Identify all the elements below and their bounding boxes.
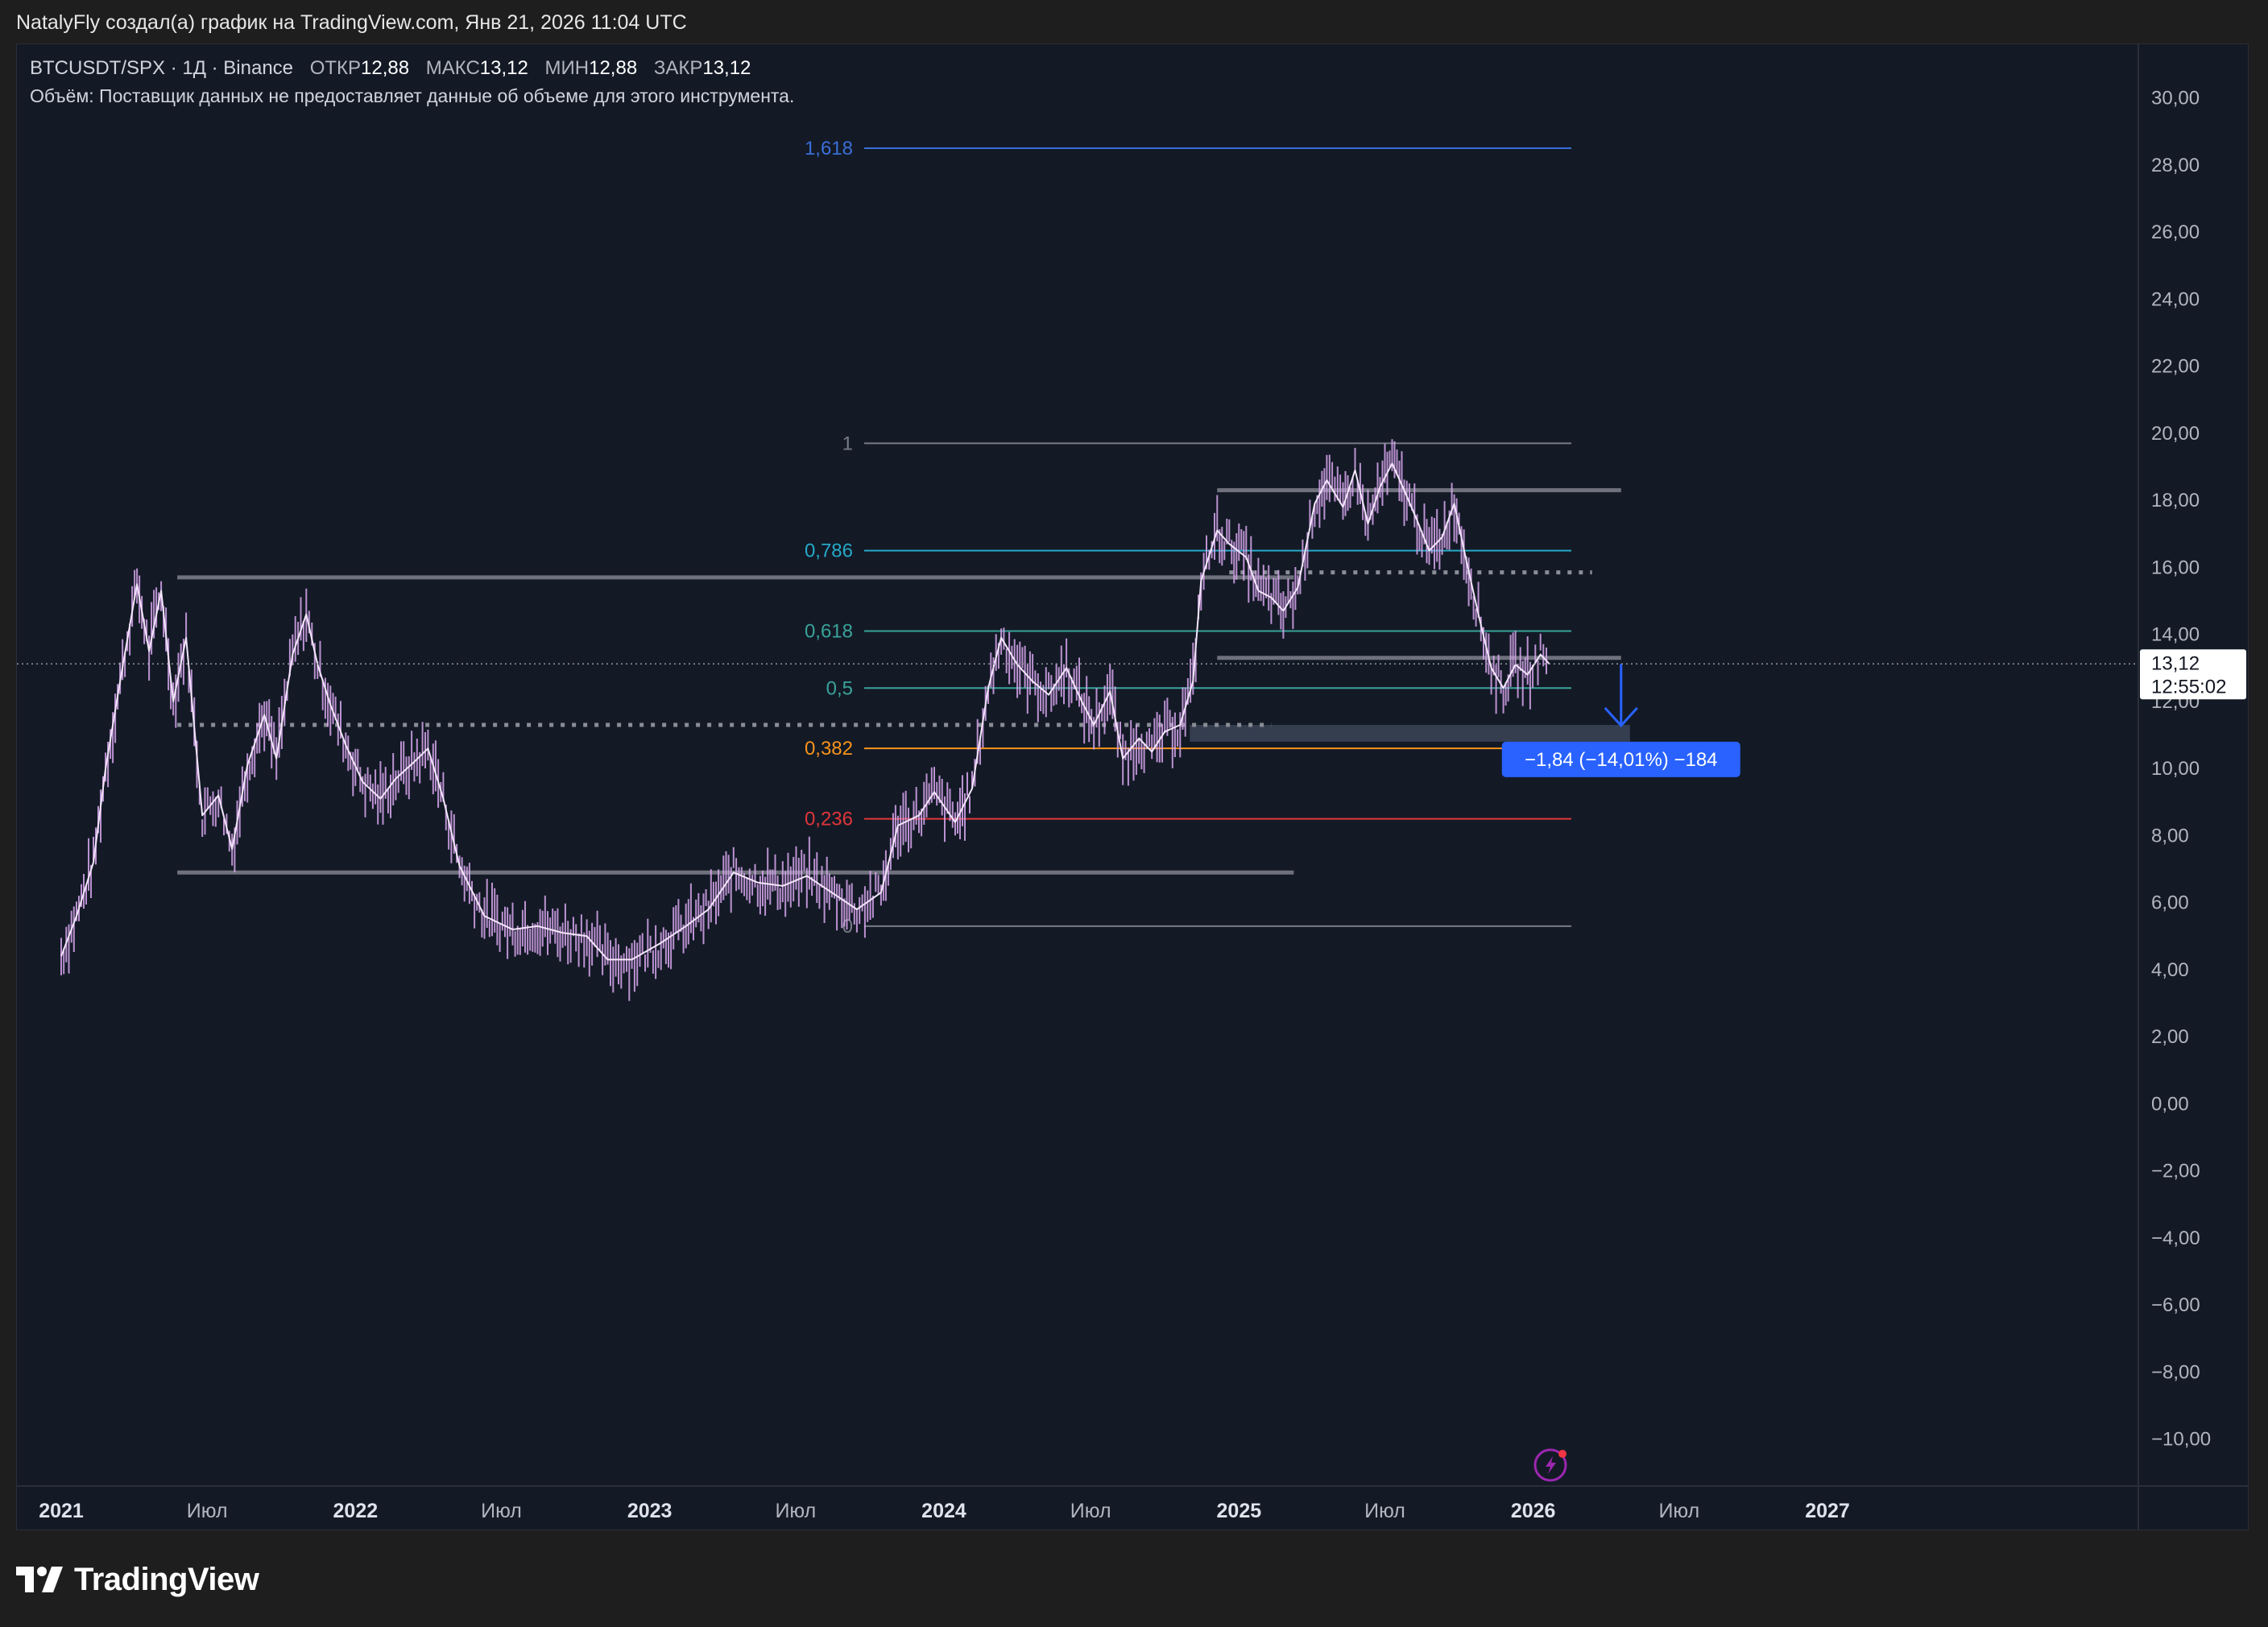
time-scale[interactable]: 2021 Июл 2022 Июл 2023 Июл 2024 Июл 2025 Июл 2026 И… <box>39 1500 1850 1522</box>
time-tick-label: 2024 <box>921 1500 966 1522</box>
low-label: МИН <box>544 57 590 79</box>
fib-level-label: 0,5 <box>826 677 853 699</box>
time-tick-label: 2022 <box>333 1500 379 1522</box>
time-tick-label: 2021 <box>39 1500 84 1522</box>
price-tick-label: 28,00 <box>2151 155 2200 176</box>
price-tick-label: 6,00 <box>2151 892 2189 914</box>
time-tick-label: Июл <box>775 1500 816 1522</box>
tradingview-logo-icon <box>16 1567 63 1592</box>
measure-label-box[interactable] <box>1501 741 1740 777</box>
price-tick-label: 24,00 <box>2151 288 2200 310</box>
price-tick-label: 22,00 <box>2151 356 2200 378</box>
price-tick-label: −6,00 <box>2151 1294 2200 1316</box>
time-tick-label: 2026 <box>1511 1500 1556 1522</box>
open-value: 12,88 <box>361 57 410 79</box>
price-scale[interactable]: 30,00 28,00 26,00 24,00 22,00 20,00 18,00 16,00… <box>2151 88 2211 1451</box>
price-tick-label: 18,00 <box>2151 490 2200 511</box>
fib-level-label: 0,618 <box>805 620 853 642</box>
time-tick-label: 2027 <box>1805 1500 1850 1522</box>
price-tick-label: 26,00 <box>2151 221 2200 243</box>
price-tick-label: −10,00 <box>2151 1429 2211 1451</box>
price-tick-label: −2,00 <box>2151 1161 2200 1182</box>
price-tick-label: −4,00 <box>2151 1227 2200 1249</box>
price-tick-label: 30,00 <box>2151 88 2200 110</box>
fib-level-label: 1 <box>842 433 853 454</box>
price-series-line[interactable] <box>60 462 1550 961</box>
fib-level-label: 0,786 <box>805 540 853 562</box>
time-tick-label: Июл <box>187 1500 228 1522</box>
time-tick-label: 2025 <box>1217 1500 1262 1522</box>
price-tick-label: 8,00 <box>2151 825 2189 847</box>
measure-label: −1,84 (−14,01%) −184 <box>1525 749 1718 771</box>
price-tick-label: 20,00 <box>2151 423 2200 445</box>
price-tick-label: 14,00 <box>2151 624 2200 646</box>
price-tick-label: −8,00 <box>2151 1361 2200 1383</box>
bar-countdown: 12:55:02 <box>2151 676 2226 698</box>
time-tick-label: Июл <box>481 1500 522 1522</box>
zone-rectangle[interactable] <box>1190 725 1630 742</box>
chart-attribution: NatalyFly создал(а) график на TradingVie… <box>16 11 687 34</box>
lightning-icon[interactable] <box>1533 1448 1567 1482</box>
volume-note: Объём: Поставщик данных не предоставляет… <box>30 85 795 106</box>
footer-brand[interactable]: TradingView <box>16 1559 259 1600</box>
close-label: ЗАКР <box>653 57 703 79</box>
close-value: 13,12 <box>702 57 751 79</box>
time-tick-label: Июл <box>1070 1500 1111 1522</box>
price-tick-label: 10,00 <box>2151 758 2200 780</box>
chart-panel[interactable]: 1,618 1 0,786 0,618 0,5 0,382 0,236 0 −1,84 (−1… <box>16 43 2249 1530</box>
open-label: ОТКР <box>309 57 362 79</box>
symbol-title[interactable]: BTCUSDT/SPX · 1Д · Binance <box>30 57 294 79</box>
last-price-tag <box>2140 649 2246 700</box>
price-tick-label: 16,00 <box>2151 557 2200 578</box>
symbol-legend[interactable]: BTCUSDT/SPX · 1Д · Binance ОТКР12,88 МАК… <box>30 57 751 80</box>
high-label: МАКС <box>425 57 480 79</box>
fib-level-label: 1,618 <box>805 138 853 159</box>
price-tick-label: 4,00 <box>2151 959 2189 981</box>
fib-level-label: 0,382 <box>805 738 853 760</box>
low-value: 12,88 <box>589 57 638 79</box>
time-tick-label: Июл <box>1658 1500 1699 1522</box>
last-price-value: 13,12 <box>2151 652 2200 674</box>
price-tick-label: 2,00 <box>2151 1026 2189 1048</box>
time-tick-label: 2023 <box>627 1500 673 1522</box>
high-value: 13,12 <box>479 57 528 79</box>
fib-level-label: 0,236 <box>805 809 853 830</box>
time-tick-label: Июл <box>1364 1500 1405 1522</box>
brand-name: TradingView <box>74 1561 259 1597</box>
arrow-down-icon <box>1604 706 1638 728</box>
price-tick-label: 0,00 <box>2151 1093 2189 1115</box>
candle-wicks <box>60 439 1547 1001</box>
